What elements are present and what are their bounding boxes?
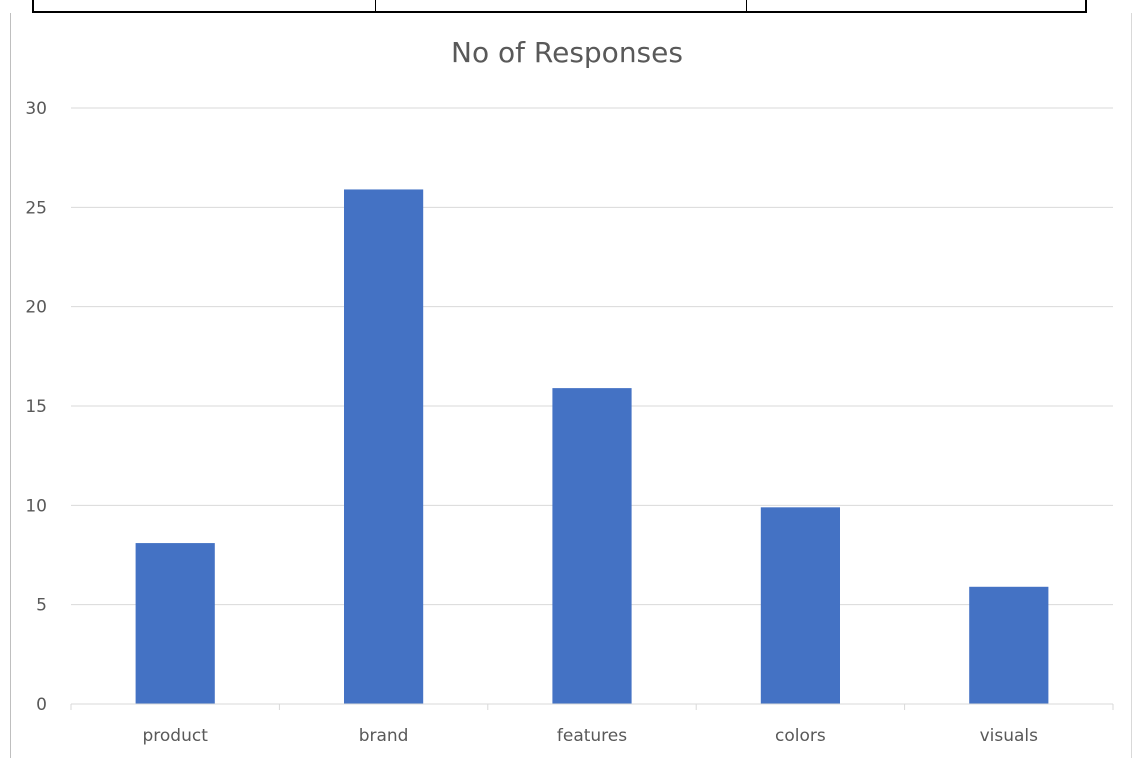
bar-features <box>552 388 632 704</box>
y-tick-label: 30 <box>25 99 47 119</box>
y-tick-label: 25 <box>25 198 47 218</box>
x-axis-tick-labels: product brand features colors visuals <box>143 726 1039 746</box>
chart-title: No of Responses <box>451 36 683 69</box>
bar-visuals <box>969 586 1049 704</box>
y-tick-label: 10 <box>25 496 47 516</box>
x-tick-label: brand <box>359 726 409 746</box>
x-tick-label: product <box>143 726 209 746</box>
bars <box>135 189 1049 704</box>
x-tick-label: colors <box>775 726 826 746</box>
y-tick-label: 5 <box>36 596 47 616</box>
bar-product <box>135 543 215 704</box>
bar-brand <box>344 189 424 704</box>
y-axis-tick-labels: 0 5 10 15 20 25 30 <box>25 99 47 715</box>
chart-area <box>10 13 1132 758</box>
table-cell-divider <box>746 0 747 11</box>
x-tick-label: features <box>557 726 627 746</box>
y-tick-label: 0 <box>36 695 47 715</box>
gridlines <box>71 107 1113 606</box>
y-tick-label: 15 <box>25 397 47 417</box>
x-axis <box>70 703 1114 710</box>
bar-colors <box>760 507 840 704</box>
table-cell-divider <box>375 0 376 11</box>
y-tick-label: 20 <box>25 298 47 318</box>
table-row-cropped <box>32 0 1087 13</box>
x-tick-label: visuals <box>980 726 1039 746</box>
